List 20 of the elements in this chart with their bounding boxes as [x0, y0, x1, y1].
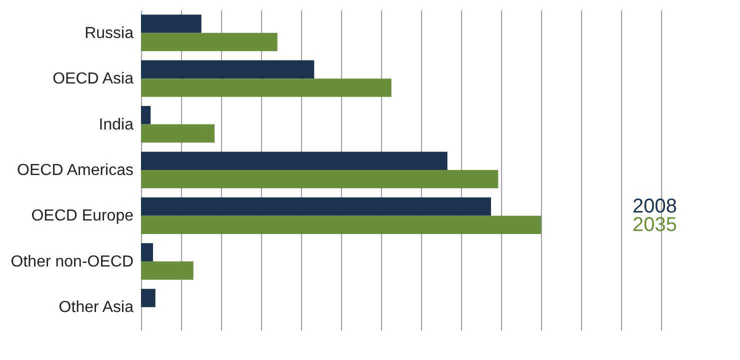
- bar: [141, 106, 151, 124]
- y-tick-label: OECD Europe: [31, 208, 134, 225]
- bar: [141, 60, 314, 79]
- bar: [141, 288, 156, 308]
- bar: [141, 124, 215, 143]
- y-tick-label: Other Asia: [58, 299, 134, 316]
- y-tick-label: OECD Asia: [52, 70, 134, 88]
- bar: [141, 32, 278, 52]
- y-tick-label: Other non-OECD: [10, 253, 134, 270]
- bar: [141, 243, 153, 262]
- y-tick-label: Russia: [84, 24, 134, 42]
- bar: [141, 78, 392, 97]
- y-tick-label: India: [98, 116, 134, 134]
- bar: [141, 170, 498, 188]
- bar: [141, 14, 202, 33]
- y-tick-label: OECD Americas: [17, 162, 134, 179]
- bar: [141, 216, 541, 234]
- bar: [141, 152, 448, 170]
- bar: [141, 261, 194, 280]
- bar: [141, 197, 491, 216]
